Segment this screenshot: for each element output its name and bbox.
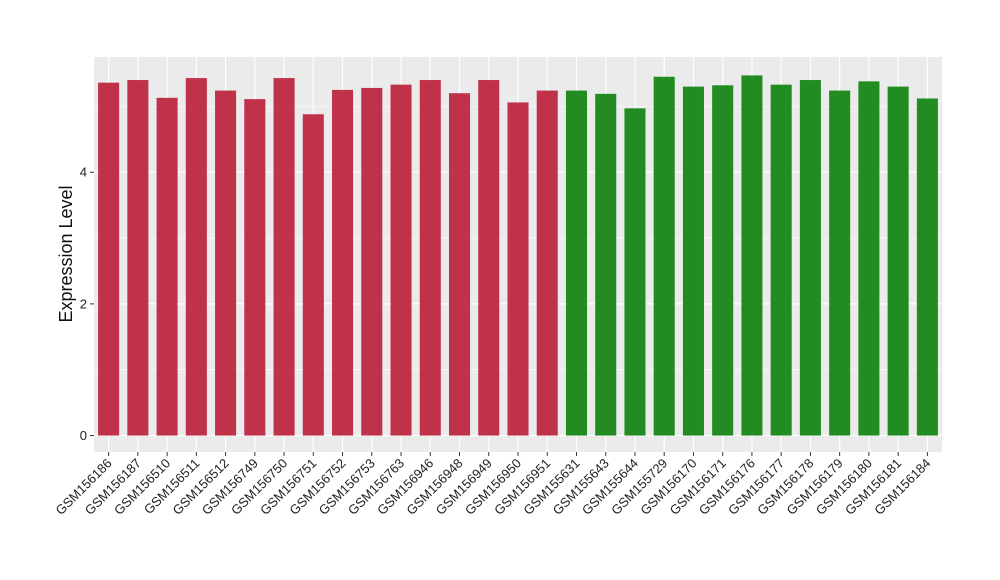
bar-GSM156187	[127, 80, 149, 436]
bar-GSM156763	[390, 84, 412, 436]
bar-GSM156950	[507, 102, 529, 436]
bar-GSM156171	[712, 85, 734, 436]
bar-GSM156178	[799, 80, 821, 436]
bar-GSM156176	[741, 75, 763, 436]
bar-GSM156749	[244, 99, 266, 436]
bar-GSM156753	[361, 87, 383, 436]
bar-GSM156170	[682, 86, 704, 436]
bar-GSM155631	[565, 90, 588, 436]
bar-GSM156186	[98, 82, 120, 436]
bar-GSM156184	[916, 98, 938, 436]
bar-GSM155729	[653, 76, 675, 436]
y-axis: 0 2 4	[80, 165, 94, 443]
bar-GSM155644	[624, 108, 646, 436]
bar-GSM156751	[302, 114, 324, 436]
bar-GSM156179	[829, 90, 851, 436]
bar-GSM156510	[156, 97, 178, 436]
bar-GSM156511	[185, 78, 207, 436]
bar-GSM156177	[770, 84, 792, 436]
y-tick-label: 2	[80, 296, 87, 311]
bar-GSM156946	[419, 80, 441, 436]
bar-GSM156948	[448, 93, 471, 436]
bar-GSM156951	[536, 90, 558, 436]
x-axis: GSM156186GSM156187GSM156510GSM156511GSM1…	[53, 452, 934, 518]
y-tick-label: 4	[80, 165, 87, 180]
bar-GSM156949	[478, 80, 500, 436]
bar-GSM156180	[858, 81, 880, 436]
bar-GSM155643	[595, 93, 617, 436]
y-tick-label: 0	[80, 428, 87, 443]
bar-GSM156512	[215, 90, 237, 436]
bar-GSM156752	[332, 89, 354, 436]
bar-GSM156750	[273, 78, 295, 436]
bars	[98, 75, 938, 436]
y-axis-title: Expression Level	[56, 185, 76, 322]
bar-GSM156181	[887, 86, 909, 436]
